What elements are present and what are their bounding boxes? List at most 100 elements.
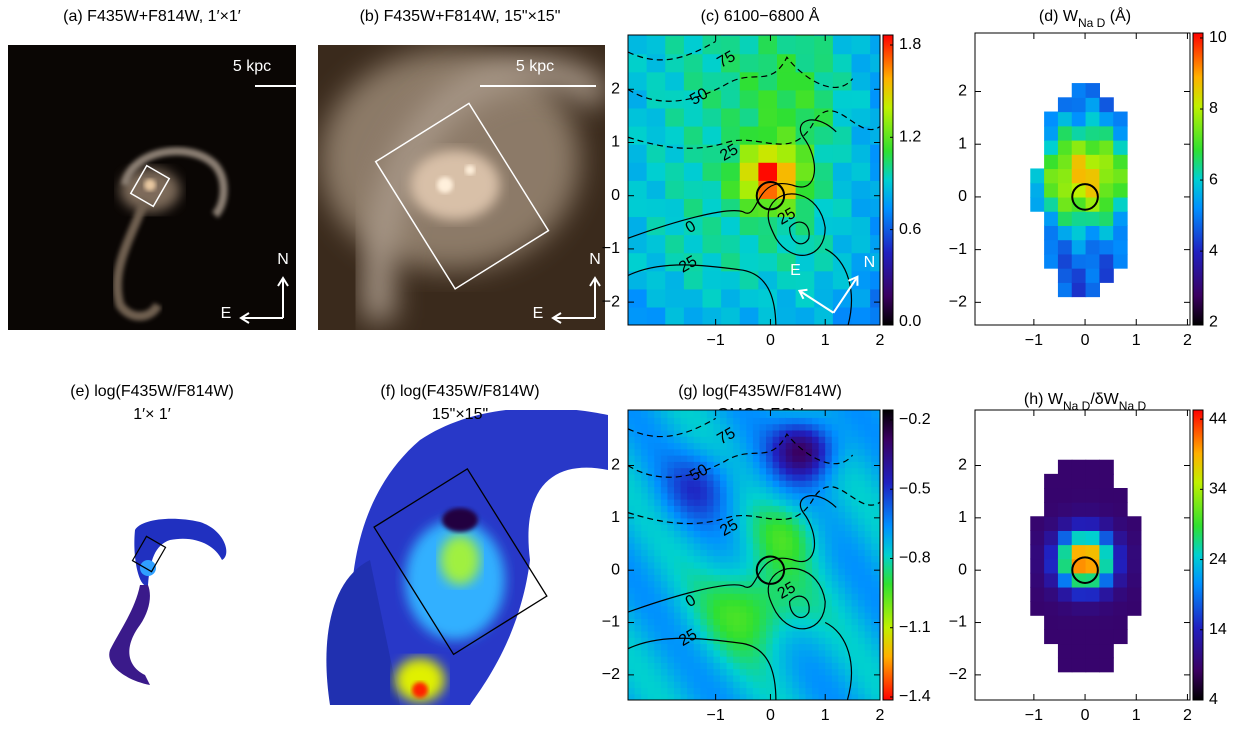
heatmap-cell xyxy=(792,442,800,450)
heatmap-cell xyxy=(1099,225,1114,241)
heatmap-cell xyxy=(772,411,780,418)
heatmap-cell xyxy=(818,630,826,638)
heatmap-cell xyxy=(720,536,728,544)
heatmap-cell xyxy=(720,605,728,613)
heatmap-cell xyxy=(1057,601,1073,616)
heatmap-cell xyxy=(864,599,872,607)
heatmap-cell xyxy=(812,480,820,488)
contour-line xyxy=(628,486,880,525)
heatmap-cell xyxy=(871,423,879,431)
heatmap-cell xyxy=(766,618,774,626)
heatmap-cell xyxy=(726,492,734,500)
heatmap-cell xyxy=(814,288,834,308)
heatmap-cell xyxy=(766,555,774,563)
heatmap-cell xyxy=(660,630,669,638)
heatmap-cell xyxy=(877,612,880,619)
heatmap-cell xyxy=(680,411,688,418)
colorbar-tick-label: −0.8 xyxy=(899,550,931,567)
heatmap-cell xyxy=(858,637,866,645)
heatmap-cell xyxy=(752,467,761,475)
panel-title: (b) F435W+F814W, 15"×15" xyxy=(360,8,561,25)
heatmap-cell xyxy=(721,216,741,236)
heatmap-cell xyxy=(795,107,815,127)
heatmap-cell xyxy=(752,693,761,700)
heatmap-cell xyxy=(628,417,636,425)
heatmap-cell xyxy=(777,162,797,181)
heatmap-cell xyxy=(739,71,759,91)
colorbar-tick-label: 0.6 xyxy=(899,221,921,238)
heatmap-cell xyxy=(752,681,761,689)
heatmap-cell xyxy=(877,542,880,550)
heatmap-cell xyxy=(628,498,636,506)
heatmap-cell xyxy=(739,549,747,557)
heatmap-cell xyxy=(693,693,701,700)
heatmap-cell xyxy=(1030,168,1045,184)
heatmap-cell xyxy=(739,198,759,218)
heatmap-cell xyxy=(766,643,774,651)
heatmap-cell xyxy=(877,549,880,557)
heatmap-cell xyxy=(746,455,754,462)
heatmap-cell xyxy=(720,467,728,475)
heatmap-cell xyxy=(660,410,669,412)
heatmap-cell xyxy=(706,511,715,519)
heatmap-cell xyxy=(759,486,767,494)
heatmap-cell xyxy=(660,530,669,538)
heatmap-cell xyxy=(634,486,642,494)
heatmap-cell xyxy=(851,693,859,700)
heatmap-cell xyxy=(713,662,721,670)
heatmap-cell xyxy=(680,517,688,525)
heatmap-cell xyxy=(798,480,807,488)
heatmap-cell xyxy=(818,681,826,689)
heatmap-cell xyxy=(628,536,636,544)
heatmap-cell xyxy=(687,542,695,550)
heatmap-cell xyxy=(871,656,879,663)
heatmap-cell xyxy=(680,524,688,531)
heatmap-cell xyxy=(647,586,655,594)
heatmap-cell xyxy=(858,530,866,538)
heatmap-cell xyxy=(877,637,880,645)
heatmap-cell xyxy=(812,580,820,588)
heatmap-cell xyxy=(693,643,701,651)
heatmap-cell xyxy=(739,505,747,513)
heatmap-cell xyxy=(721,180,741,199)
heatmap-cell xyxy=(814,180,834,199)
heatmap-cell xyxy=(777,144,797,163)
heatmap-cell xyxy=(706,473,715,481)
panel-title: (d) WNa D (Å) xyxy=(1039,6,1131,30)
heatmap-cell xyxy=(667,643,675,651)
heatmap-cell xyxy=(1099,487,1114,503)
heatmap-cell xyxy=(713,536,721,544)
heatmap-cell xyxy=(1057,615,1073,630)
heatmap-cell xyxy=(812,568,820,575)
heatmap-cell xyxy=(792,486,800,494)
heatmap-cell xyxy=(825,536,833,544)
heatmap-cell xyxy=(818,599,826,607)
heatmap-cell xyxy=(683,89,704,109)
heatmap-cell xyxy=(844,568,853,575)
contour-label: 50 xyxy=(687,461,711,485)
heatmap-cell xyxy=(654,429,662,437)
heatmap-cell xyxy=(720,674,728,682)
heatmap-cell xyxy=(739,417,747,425)
heatmap-cell xyxy=(702,234,722,254)
heatmap-cell xyxy=(812,605,820,613)
heatmap-cell xyxy=(870,71,880,91)
heatmap-cell xyxy=(667,417,675,425)
heatmap-cell xyxy=(858,410,866,412)
heatmap-cell xyxy=(851,649,859,657)
heatmap-cell xyxy=(838,480,846,488)
heatmap-cell xyxy=(641,593,649,601)
heatmap-cell xyxy=(1099,601,1114,616)
heatmap-cell xyxy=(759,574,767,582)
heatmap-cell xyxy=(1085,225,1100,241)
heatmap-cell xyxy=(713,411,721,418)
heatmap-cell xyxy=(1099,615,1114,630)
heatmap-cell xyxy=(733,555,741,563)
heatmap-cell xyxy=(792,599,800,607)
heatmap-cell xyxy=(693,637,701,645)
heatmap-cell xyxy=(871,455,879,462)
heatmap-cell xyxy=(628,605,636,613)
heatmap-cell xyxy=(628,53,648,73)
heatmap-cell xyxy=(706,410,715,412)
heatmap-cell xyxy=(785,429,793,437)
